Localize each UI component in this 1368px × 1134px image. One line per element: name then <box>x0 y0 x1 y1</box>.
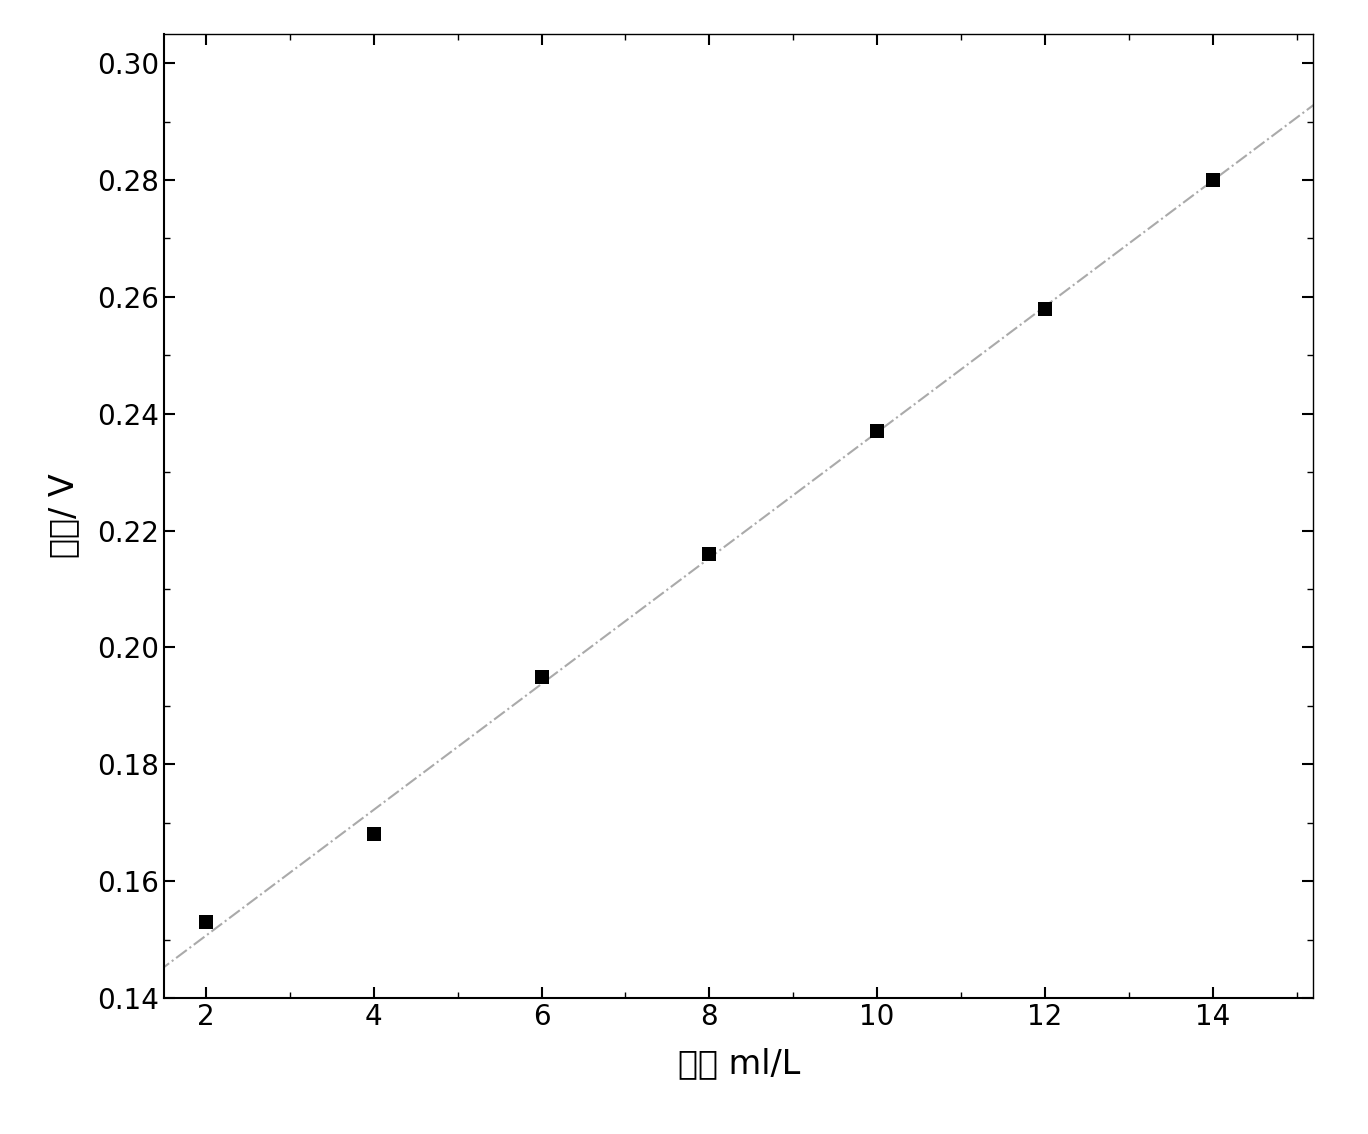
Point <box>1034 299 1056 318</box>
Y-axis label: 电位/ V: 电位/ V <box>48 474 81 558</box>
X-axis label: 浓度 ml/L: 浓度 ml/L <box>677 1048 800 1081</box>
Point <box>866 422 888 440</box>
Point <box>1201 171 1223 189</box>
Point <box>699 544 721 562</box>
Point <box>196 913 218 931</box>
Point <box>363 826 384 844</box>
Point <box>531 668 553 686</box>
